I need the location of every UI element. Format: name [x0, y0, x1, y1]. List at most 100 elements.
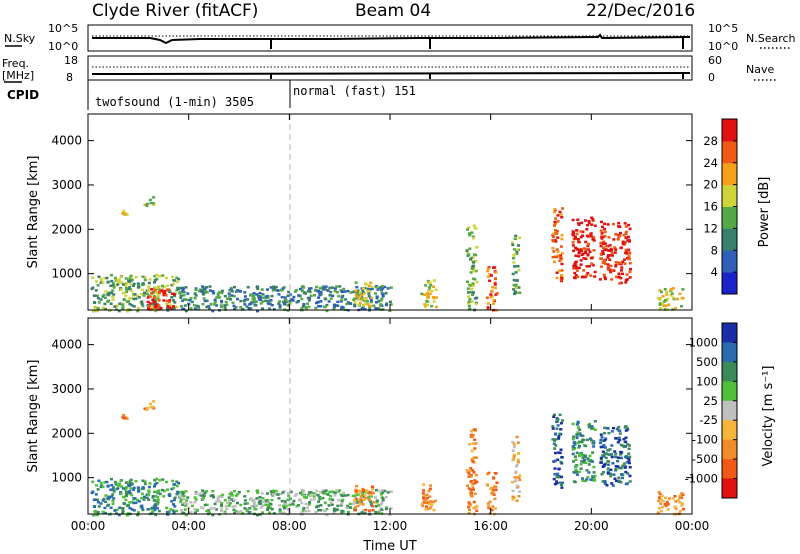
- power-echo-cell: [157, 299, 161, 302]
- velocity-echo-cell: [104, 511, 108, 515]
- power-echo-cell: [367, 294, 371, 298]
- velocity-echo-cell: [356, 493, 360, 496]
- velocity-echo-cell: [225, 507, 229, 511]
- power-echo-cell: [140, 300, 144, 303]
- power-echo-cell: [136, 307, 140, 310]
- power-echo-cell: [586, 271, 590, 275]
- velocity-echo-cell: [553, 459, 557, 463]
- velocity-echo-cell: [606, 460, 610, 463]
- power-echo-cell: [552, 232, 555, 236]
- velocity-echo-cell: [132, 486, 136, 490]
- power-echo-cell: [262, 296, 266, 299]
- power-echo-cell: [246, 298, 250, 301]
- velocity-echo-cell: [619, 453, 623, 456]
- velocity-echo-cell: [125, 486, 129, 489]
- power-echo-cell: [584, 251, 588, 254]
- power-echo-cell: [511, 241, 514, 245]
- power-echo-cell: [288, 302, 292, 305]
- velocity-echo-cell: [552, 413, 556, 417]
- power-echo-cell: [469, 271, 473, 274]
- velocity-echo-cell: [578, 445, 581, 448]
- velocity-echo-cell: [553, 451, 557, 455]
- velocity-echo-cell: [606, 467, 610, 470]
- power-echo-cell: [213, 298, 217, 302]
- velocity-echo-cell: [324, 489, 328, 492]
- velocity-echo-cell: [585, 469, 589, 472]
- velocity-echo-cell: [145, 496, 149, 500]
- power-echo-cell: [268, 302, 272, 306]
- power-echo-cell: [220, 305, 223, 309]
- power-echo-cell: [556, 236, 560, 239]
- power-echo-cell: [329, 297, 333, 300]
- power-echo-cell: [467, 232, 471, 235]
- power-echo-cell: [492, 302, 496, 305]
- velocity-echo-cell: [308, 494, 312, 498]
- velocity-echo-cell: [603, 446, 607, 449]
- velocity-y-tick-label: 2000: [51, 426, 82, 440]
- power-echo-cell: [319, 305, 323, 308]
- velocity-echo-cell: [284, 504, 288, 508]
- power-echo-cell: [111, 289, 115, 292]
- power-colorbar-tick-label: 24: [703, 156, 718, 170]
- power-echo-cell: [118, 278, 121, 281]
- power-echo-cell: [610, 254, 614, 257]
- power-echo-cell: [493, 283, 497, 286]
- velocity-echo-cell: [619, 480, 623, 484]
- freq-tick-bottom: 8: [66, 71, 73, 84]
- power-echo-cell: [151, 291, 155, 294]
- velocity-echo-cell: [286, 498, 290, 501]
- power-echo-cell: [335, 285, 339, 288]
- power-echo-cell: [575, 229, 579, 232]
- power-echo-cell: [226, 297, 229, 300]
- velocity-echo-cell: [179, 500, 183, 504]
- nsearch-label: N.Search: [746, 32, 796, 45]
- velocity-echo-cell: [576, 420, 580, 424]
- power-echo-cell: [389, 286, 393, 289]
- power-echo-cell: [302, 291, 306, 295]
- velocity-echo-cell: [379, 507, 383, 510]
- power-echo-cell: [228, 289, 232, 292]
- power-echo-cell: [551, 246, 555, 250]
- velocity-echo-cell: [555, 475, 559, 478]
- power-echo-cell: [571, 218, 575, 222]
- power-echo-cell: [558, 210, 562, 214]
- power-echo-cell: [186, 292, 190, 295]
- velocity-echo-cell: [237, 491, 241, 494]
- velocity-echo-cell: [511, 489, 515, 493]
- velocity-echo-cell: [486, 472, 490, 476]
- velocity-echo-cell: [220, 493, 224, 497]
- power-echo-cell: [571, 244, 575, 247]
- power-echo-cell: [266, 294, 270, 298]
- velocity-echo-cell: [278, 510, 282, 513]
- velocity-echo-cell: [593, 420, 597, 423]
- power-echo-cell: [148, 198, 152, 202]
- power-ylabel: Slant Range [km]: [26, 156, 41, 269]
- power-echo-cell: [254, 304, 258, 307]
- power-echo-cell: [298, 294, 302, 298]
- power-echo-cell: [243, 303, 247, 306]
- power-echo-cell: [264, 295, 268, 298]
- power-echo-cell: [96, 297, 100, 300]
- power-echo-cell: [121, 283, 125, 286]
- power-echo-cell: [614, 263, 618, 267]
- power-echo-cell: [571, 241, 575, 244]
- cpid-strip: CPID twofsound (1-min) 3505 normal (fast…: [7, 80, 416, 110]
- velocity-echo-cell: [614, 479, 618, 483]
- velocity-echo-cell: [234, 510, 238, 513]
- velocity-echo-cell: [626, 443, 630, 446]
- power-echo-cell: [287, 290, 291, 294]
- velocity-echo-cell: [300, 501, 304, 505]
- velocity-echo-cell: [466, 484, 469, 487]
- velocity-echo-cell: [283, 507, 287, 510]
- power-echo-cell: [327, 300, 331, 303]
- velocity-echo-cell: [154, 495, 158, 498]
- velocity-echo-cell: [558, 451, 562, 455]
- power-echo-cell: [103, 277, 107, 280]
- power-echo-cell: [613, 246, 617, 249]
- power-echo-cell: [153, 274, 157, 278]
- power-echo-cell: [518, 291, 522, 294]
- power-echo-cell: [367, 284, 371, 287]
- power-echo-cell: [188, 299, 192, 302]
- power-echo-cell: [514, 283, 518, 286]
